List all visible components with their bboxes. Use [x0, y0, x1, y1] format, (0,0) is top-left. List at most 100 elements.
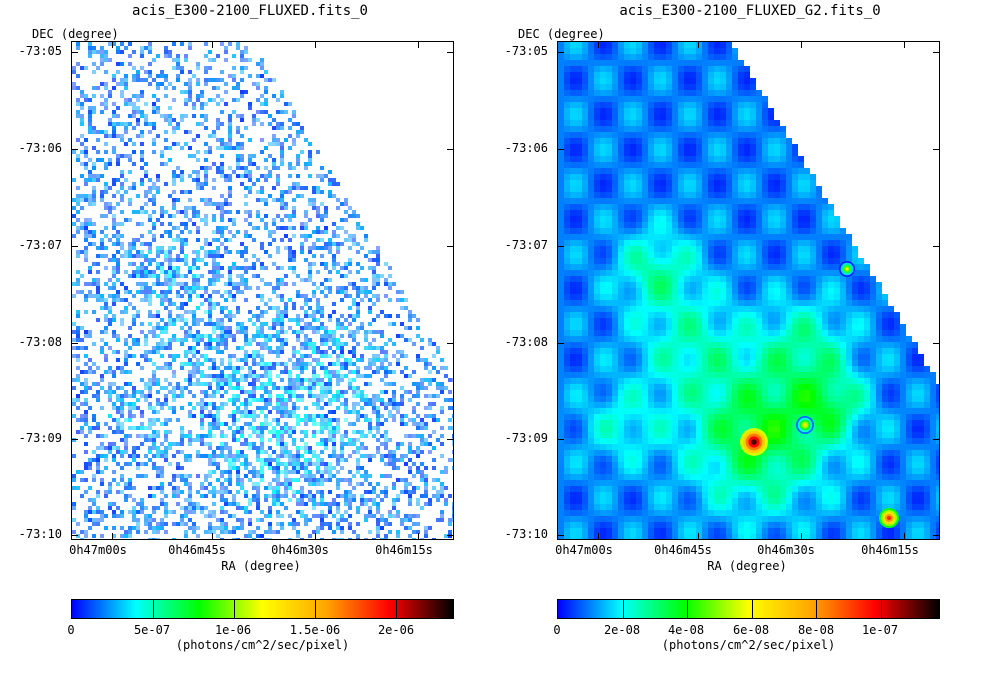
flux-pixel	[280, 362, 284, 366]
flux-pixel	[132, 126, 136, 130]
flux-pixel	[156, 486, 160, 490]
smoothed-pixel	[636, 174, 642, 180]
smoothed-pixel	[648, 96, 654, 102]
flux-pixel	[128, 158, 132, 162]
flux-pixel	[224, 146, 228, 150]
flux-pixel	[292, 382, 296, 386]
flux-pixel	[104, 466, 108, 470]
flux-pixel	[252, 226, 256, 230]
flux-pixel	[440, 470, 444, 474]
flux-pixel	[304, 214, 308, 218]
flux-pixel	[336, 326, 340, 330]
flux-pixel	[116, 418, 120, 422]
flux-pixel	[96, 522, 100, 526]
flux-pixel	[432, 466, 436, 470]
flux-pixel	[384, 278, 388, 282]
flux-pixel	[116, 506, 120, 510]
flux-pixel	[352, 498, 356, 502]
flux-pixel	[300, 342, 304, 346]
smoothed-pixel	[582, 162, 588, 168]
flux-pixel	[424, 466, 428, 470]
flux-pixel	[156, 326, 160, 330]
flux-pixel	[348, 358, 352, 362]
flux-pixel	[84, 514, 88, 518]
flux-pixel	[280, 514, 284, 518]
flux-pixel	[84, 230, 88, 234]
flux-pixel	[204, 142, 208, 146]
flux-pixel	[316, 318, 320, 322]
flux-pixel	[252, 430, 256, 434]
flux-pixel	[116, 190, 120, 194]
flux-pixel	[328, 386, 332, 390]
flux-pixel	[284, 390, 288, 394]
axis-tickmark	[447, 439, 453, 440]
flux-pixel	[320, 246, 324, 250]
flux-pixel	[280, 162, 284, 166]
flux-pixel	[132, 390, 136, 394]
flux-pixel	[112, 430, 116, 434]
smoothed-pixel	[678, 102, 684, 108]
flux-pixel	[284, 214, 288, 218]
flux-pixel	[424, 502, 428, 506]
flux-pixel	[72, 474, 76, 478]
smoothed-pixel	[702, 174, 708, 180]
flux-pixel	[92, 106, 96, 110]
flux-pixel	[452, 426, 453, 430]
flux-pixel	[392, 458, 396, 462]
flux-pixel	[248, 154, 252, 158]
flux-pixel	[344, 374, 348, 378]
flux-pixel	[404, 526, 408, 530]
flux-pixel	[296, 174, 300, 178]
flux-pixel	[200, 354, 204, 358]
flux-pixel	[348, 238, 352, 242]
flux-pixel	[424, 486, 428, 490]
flux-pixel	[104, 358, 108, 362]
flux-pixel	[356, 374, 360, 378]
flux-pixel	[300, 490, 304, 494]
flux-pixel	[212, 502, 216, 506]
flux-pixel	[224, 470, 228, 474]
flux-pixel	[344, 458, 348, 462]
flux-pixel	[280, 202, 284, 206]
flux-pixel	[300, 250, 304, 254]
flux-pixel	[96, 254, 100, 258]
flux-pixel	[172, 322, 176, 326]
flux-pixel	[212, 178, 216, 182]
flux-pixel	[412, 314, 416, 318]
flux-pixel	[404, 306, 408, 310]
flux-pixel	[208, 338, 212, 342]
smoothed-pixel	[636, 66, 642, 72]
flux-pixel	[152, 142, 156, 146]
flux-pixel	[324, 210, 328, 214]
flux-pixel	[360, 226, 364, 230]
flux-pixel	[120, 426, 124, 430]
flux-pixel	[336, 462, 340, 466]
flux-pixel	[72, 414, 76, 418]
smoothed-pixel	[720, 132, 726, 138]
flux-pixel	[232, 74, 236, 78]
smoothed-pixel	[738, 156, 744, 162]
flux-pixel	[280, 282, 284, 286]
flux-pixel	[340, 242, 344, 246]
flux-pixel	[344, 442, 348, 446]
smoothed-pixel	[696, 114, 702, 120]
flux-pixel	[356, 302, 360, 306]
smoothed-pixel	[696, 90, 702, 96]
flux-pixel	[348, 386, 352, 390]
flux-pixel	[364, 418, 368, 422]
flux-pixel	[260, 110, 264, 114]
flux-pixel	[136, 270, 140, 274]
flux-pixel	[424, 530, 428, 534]
flux-pixel	[156, 54, 160, 58]
flux-pixel	[300, 498, 304, 502]
flux-pixel	[288, 186, 292, 190]
flux-pixel	[356, 286, 360, 290]
flux-pixel	[440, 358, 444, 362]
flux-pixel	[288, 374, 292, 378]
flux-pixel	[416, 402, 420, 406]
smoothed-pixel	[630, 138, 636, 144]
smoothed-pixel	[570, 150, 576, 156]
smoothed-pixel	[726, 126, 732, 132]
flux-pixel	[120, 282, 124, 286]
flux-pixel	[412, 342, 416, 346]
